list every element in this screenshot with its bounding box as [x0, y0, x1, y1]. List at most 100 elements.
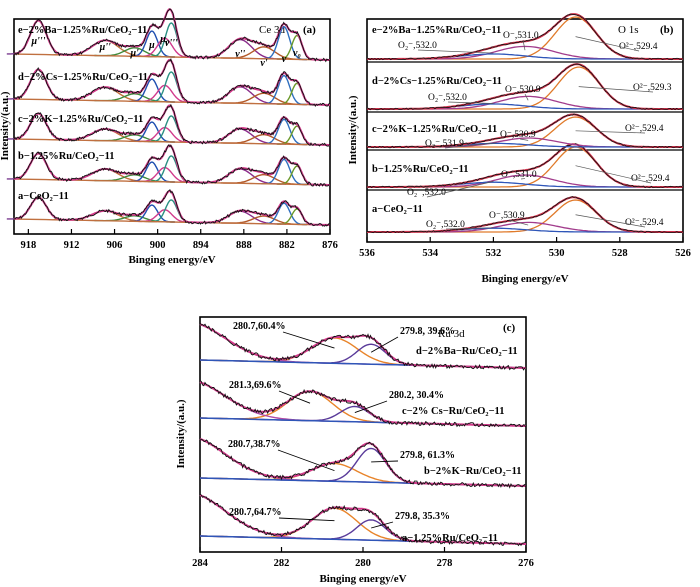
- ce3d-peak-label: v': [260, 58, 267, 69]
- o1s-peak-annotation: O⁻,531.0: [501, 170, 537, 180]
- ru3d-leader-line: [278, 390, 311, 404]
- ce3d-fit-component: [261, 118, 308, 146]
- ce3d-peak-label: v₀: [293, 48, 301, 59]
- ru3d-peak-annotation: 279.8, 35.3%: [395, 511, 450, 522]
- x-tick-label: 918: [20, 240, 36, 251]
- o1s-leader-line: [575, 130, 646, 134]
- panel-a-series-label: c−2%K−1.25%Ru/CeO₂−11: [18, 114, 143, 125]
- ru3d-leader-line: [371, 521, 394, 529]
- x-tick-label: 888: [236, 240, 252, 251]
- o1s-peak-annotation: O²⁻,529.4: [625, 124, 664, 134]
- ce3d-peak-label: μ': [129, 48, 139, 59]
- panel-b-series-label: b−1.25%Ru/CeO₂−11: [372, 164, 469, 175]
- o1s-peak-annotation: O²⁻,529.4: [619, 42, 658, 52]
- ce3d-fit-component: [148, 199, 195, 224]
- ce3d-peak-label: μ: [148, 40, 155, 51]
- o1s-peak-annotation: O₂⁻,532.0: [398, 41, 437, 51]
- ce3d-raw-spectrum: [13, 103, 331, 147]
- x-tick-label: 284: [192, 558, 209, 569]
- ru3d-peak-annotation: 279.8, 39.6%: [400, 326, 455, 337]
- x-tick-label: 900: [150, 240, 166, 251]
- panel-b-series-label: e−2%Ba−1.25%Ru/CeO₂−11: [372, 25, 501, 36]
- ce3d-fit-component: [261, 74, 308, 106]
- panel-c-series-label: a−1.25%Ru/CeO₂−11: [402, 533, 498, 544]
- panel-b-series-label: c−2%K−1.25%Ru/CeO₂−11: [372, 124, 497, 135]
- ce3d-raw-spectrum: [13, 144, 331, 187]
- panel-a-frame: [13, 18, 331, 235]
- o1s-leader-line: [522, 39, 526, 51]
- panel-a-label: (a): [303, 24, 316, 36]
- ru3d-raw-spectrum: [199, 493, 526, 547]
- ce3d-peak-label: μ'': [99, 42, 111, 53]
- ce3d-fit-component: [261, 158, 308, 186]
- panel-a-series-label: a−CeO₂−11: [18, 191, 69, 202]
- x-tick-label: 530: [549, 248, 565, 259]
- ru3d-leader-line: [282, 331, 335, 349]
- o1s-leader-line: [445, 227, 494, 230]
- ce3d-fit-component: [148, 71, 195, 104]
- o1s-leader-line: [575, 165, 652, 184]
- x-tick-label: 528: [612, 248, 628, 259]
- panel-a-xlabel: Binging energy/eV: [128, 254, 215, 266]
- x-tick-label: 882: [279, 240, 295, 251]
- o1s-leader-line: [447, 101, 494, 104]
- ce3d-fit-component: [148, 155, 195, 184]
- ru3d-peak-annotation: 280.7,60.4%: [233, 321, 286, 332]
- o1s-leader-line: [524, 93, 529, 101]
- panel-a-series-label: b−1.25%Ru/CeO₂−11: [18, 151, 115, 162]
- o1s-peak-annotation: O²⁻,529.3: [633, 83, 672, 93]
- ru3d-raw-spectrum: [199, 438, 527, 489]
- o1s-leader-line: [444, 142, 497, 149]
- x-tick-label: 536: [359, 248, 375, 259]
- ru3d-leader-line: [354, 400, 388, 414]
- panel-c-series-label: b−2%K−Ru/CeO₂−11: [424, 466, 522, 477]
- panel-c-ylabel: Intensity/(a.u.): [175, 399, 187, 468]
- x-tick-label: 894: [193, 240, 210, 251]
- panel-b-ylabel: Intensity/(a.u.): [347, 95, 359, 164]
- panel-b-xlabel: Binging energy/eV: [481, 273, 568, 285]
- panel-b-label: (b): [660, 24, 674, 36]
- o1s-leader-line: [575, 214, 646, 228]
- ce3d-peak-label: v'': [235, 49, 245, 60]
- ce3d-peak-label: μ''': [30, 36, 45, 47]
- ru3d-peak-annotation: 280.2, 30.4%: [389, 390, 444, 401]
- o1s-leader-line: [575, 36, 640, 52]
- o1s-raw-spectrum: [366, 113, 684, 149]
- o1s-leader-line: [426, 181, 494, 198]
- ce3d-fit-component: [261, 202, 308, 226]
- panel-b-series-label: d−2%Cs−1.25%Ru/CeO₂−11: [372, 76, 502, 87]
- x-tick-label: 876: [322, 240, 338, 251]
- ce3d-peak-label: μ₀: [159, 34, 170, 45]
- panel-a-series-label: d−2%Cs−1.25%Ru/CeO₂−11: [18, 72, 148, 83]
- panel-c-series-label: d−2%Ba−Ru/CeO₂−11: [416, 346, 518, 357]
- ru3d-leader-line: [277, 449, 335, 472]
- x-tick-label: 280: [355, 558, 371, 569]
- x-tick-label: 532: [486, 248, 502, 259]
- panel-b-o1s: (b) O 1s a−CeO₂−11 b−1.25%Ru/CeO₂−11 c−2…: [347, 13, 691, 285]
- o1s-leader-line: [417, 49, 494, 54]
- panel-a-series-label: e−2%Ba−1.25%Ru/CeO₂−11: [18, 25, 147, 36]
- panel-c-title: Ru 3d: [438, 328, 465, 340]
- o1s-peak-annotation: O²⁻,529.4: [631, 174, 670, 184]
- panel-c-label: (c): [503, 322, 516, 334]
- x-tick-label: 906: [107, 240, 123, 251]
- o1s-leader-line: [508, 219, 529, 226]
- panel-a-ylabel: Intensity/(a.u.): [0, 91, 11, 160]
- x-tick-label: 912: [64, 240, 80, 251]
- panel-c-xlabel: Binging energy/eV: [319, 573, 406, 585]
- ru3d-peak-annotation: 280.7,38.7%: [228, 439, 281, 450]
- ru3d-leader-line: [278, 517, 335, 522]
- ru3d-leader-line: [370, 336, 399, 353]
- panel-c-ru3d: (c) Ru 3d 280.7,64.7% 279.8, 35.3% 280.7,3…: [175, 316, 534, 585]
- o1s-peak-annotation: O²⁻,529.4: [625, 218, 664, 228]
- ce3d-raw-spectrum: [13, 189, 331, 227]
- panel-b-series-label: a−CeO₂−11: [372, 204, 423, 215]
- panel-b-frame: [366, 18, 684, 243]
- x-tick-label: 526: [675, 248, 691, 259]
- o1s-peak-annotation: O₂⁻,532.0: [407, 188, 446, 198]
- ru3d-peak-annotation: 281.3,69.6%: [229, 380, 282, 391]
- o1s-raw-spectrum: [366, 13, 684, 61]
- ce3d-fit-component: [261, 26, 308, 61]
- o1s-raw-spectrum: [366, 143, 684, 189]
